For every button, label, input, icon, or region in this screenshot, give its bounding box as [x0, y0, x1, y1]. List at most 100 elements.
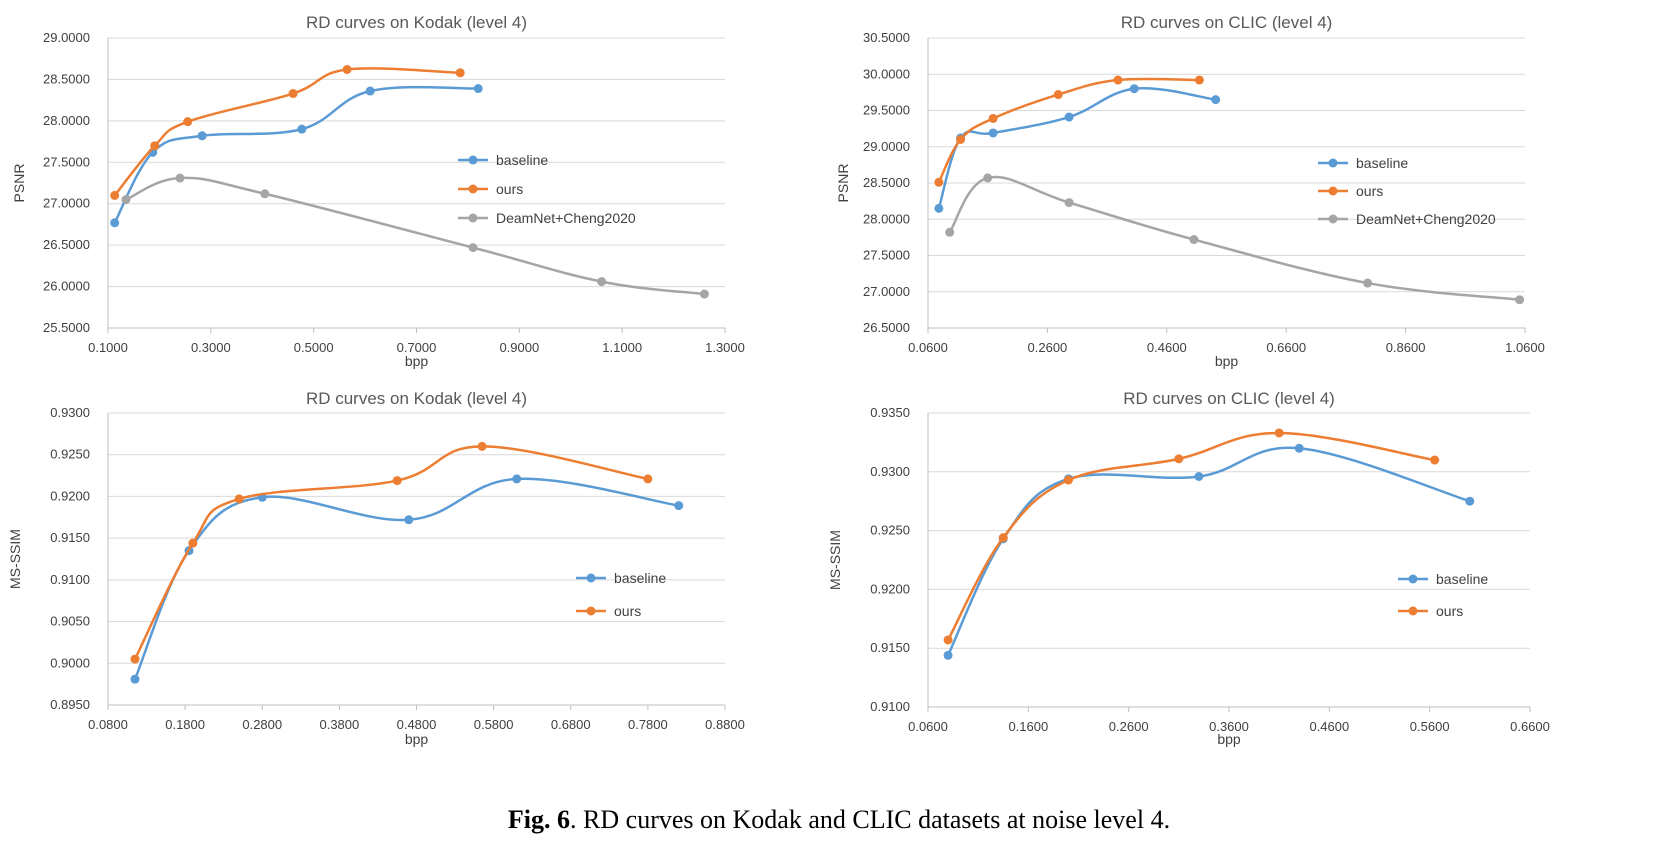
data-point [260, 189, 270, 199]
y-tick-label: 28.5000 [863, 175, 910, 190]
legend-marker [1328, 186, 1338, 196]
x-tick-label: 0.2600 [1109, 719, 1149, 734]
data-point [130, 674, 140, 684]
x-tick-label: 0.5600 [1410, 719, 1450, 734]
data-point [1294, 443, 1304, 453]
data-point [699, 289, 709, 299]
data-point [404, 515, 414, 525]
data-point [998, 533, 1008, 543]
legend-label: ours [1356, 183, 1383, 199]
x-axis-label: bpp [1217, 731, 1241, 747]
series-line-ours [946, 431, 1435, 641]
y-tick-label: 0.9050 [50, 614, 90, 629]
caption-text: . RD curves on Kodak and CLIC datasets a… [570, 805, 1171, 834]
data-point [1430, 455, 1440, 465]
series-line-DeamNet+Cheng2020 [948, 175, 1520, 301]
data-point [945, 227, 955, 237]
x-tick-label: 0.4600 [1147, 340, 1187, 355]
data-point [197, 131, 207, 141]
x-tick-label: 1.0600 [1505, 340, 1545, 355]
y-tick-label: 26.0000 [43, 279, 90, 294]
data-point [455, 68, 465, 78]
y-tick-label: 28.0000 [863, 211, 910, 226]
y-tick-label: 27.5000 [43, 154, 90, 169]
y-tick-label: 0.9300 [870, 464, 910, 479]
data-point [234, 494, 244, 504]
y-tick-label: 0.9200 [50, 488, 90, 503]
y-tick-label: 27.0000 [863, 284, 910, 299]
data-point [943, 635, 953, 645]
data-point [1113, 75, 1123, 85]
data-point [988, 128, 998, 138]
y-tick-label: 26.5000 [863, 320, 910, 335]
x-tick-label: 0.9000 [499, 340, 539, 355]
y-axis-label: PSNR [11, 164, 27, 203]
y-tick-label: 30.5000 [863, 30, 910, 45]
legend-label: baseline [1436, 571, 1488, 587]
series-line-ours [937, 77, 1200, 183]
x-tick-label: 0.0600 [908, 340, 948, 355]
y-tick-label: 29.0000 [863, 139, 910, 154]
data-point [365, 86, 375, 96]
y-tick-label: 27.5000 [863, 248, 910, 263]
chart-title: RD curves on CLIC (level 4) [1121, 13, 1333, 32]
legend-label: DeamNet+Cheng2020 [1356, 211, 1496, 227]
chart-panel-1: 25.5000 26.0000 26.5000 27.0000 27.5000 28.00… [11, 13, 745, 369]
y-axis-label: MS-SSIM [7, 529, 23, 589]
data-point [130, 654, 140, 664]
x-axis-label: bpp [1215, 353, 1239, 369]
data-point [392, 476, 402, 486]
x-tick-label: 0.3600 [1209, 719, 1249, 734]
data-point [188, 538, 198, 548]
legend-marker [468, 155, 478, 165]
x-tick-label: 0.7800 [628, 717, 668, 732]
x-tick-label: 0.4800 [397, 717, 437, 732]
data-point [175, 173, 185, 183]
x-tick-label: 0.1600 [1008, 719, 1048, 734]
y-tick-label: 0.9100 [50, 572, 90, 587]
data-point [1194, 472, 1204, 482]
data-point [1064, 112, 1074, 122]
data-point [110, 190, 120, 200]
data-point [983, 173, 993, 183]
legend-marker [586, 606, 596, 616]
legend-marker [1408, 606, 1418, 616]
data-point [512, 474, 522, 484]
data-point [342, 64, 352, 74]
data-point [1064, 198, 1074, 208]
data-point [643, 474, 653, 484]
legend-label: DeamNet+Cheng2020 [496, 210, 636, 226]
series-line-DeamNet+Cheng2020 [125, 176, 705, 296]
y-tick-label: 25.5000 [43, 320, 90, 335]
x-tick-label: 0.6800 [551, 717, 591, 732]
data-point [468, 243, 478, 253]
data-point [1363, 278, 1373, 288]
legend-label: baseline [614, 570, 666, 586]
data-point [297, 124, 307, 134]
data-point [1194, 75, 1204, 85]
x-tick-label: 1.1000 [602, 340, 642, 355]
x-tick-label: 0.0800 [88, 717, 128, 732]
x-tick-label: 0.0600 [908, 719, 948, 734]
x-tick-label: 0.1000 [88, 340, 128, 355]
x-tick-label: 0.6600 [1510, 719, 1550, 734]
y-tick-label: 29.0000 [43, 30, 90, 45]
data-point [1515, 295, 1525, 305]
x-tick-label: 0.3800 [319, 717, 359, 732]
data-point [1053, 90, 1063, 100]
data-point [473, 84, 483, 94]
data-point [477, 441, 487, 451]
y-tick-label: 0.9150 [50, 530, 90, 545]
legend-label: baseline [496, 152, 548, 168]
series-line-baseline [937, 86, 1216, 209]
series-line-baseline [946, 446, 1471, 656]
y-tick-label: 0.9250 [870, 523, 910, 538]
data-point [1189, 235, 1199, 245]
legend-marker [468, 213, 478, 223]
figure-caption: Fig. 6. RD curves on Kodak and CLIC data… [0, 800, 1678, 847]
y-tick-label: 30.0000 [863, 66, 910, 81]
data-point [934, 177, 944, 187]
x-tick-label: 0.8600 [1386, 340, 1426, 355]
legend-marker [468, 184, 478, 194]
data-point [110, 218, 120, 228]
